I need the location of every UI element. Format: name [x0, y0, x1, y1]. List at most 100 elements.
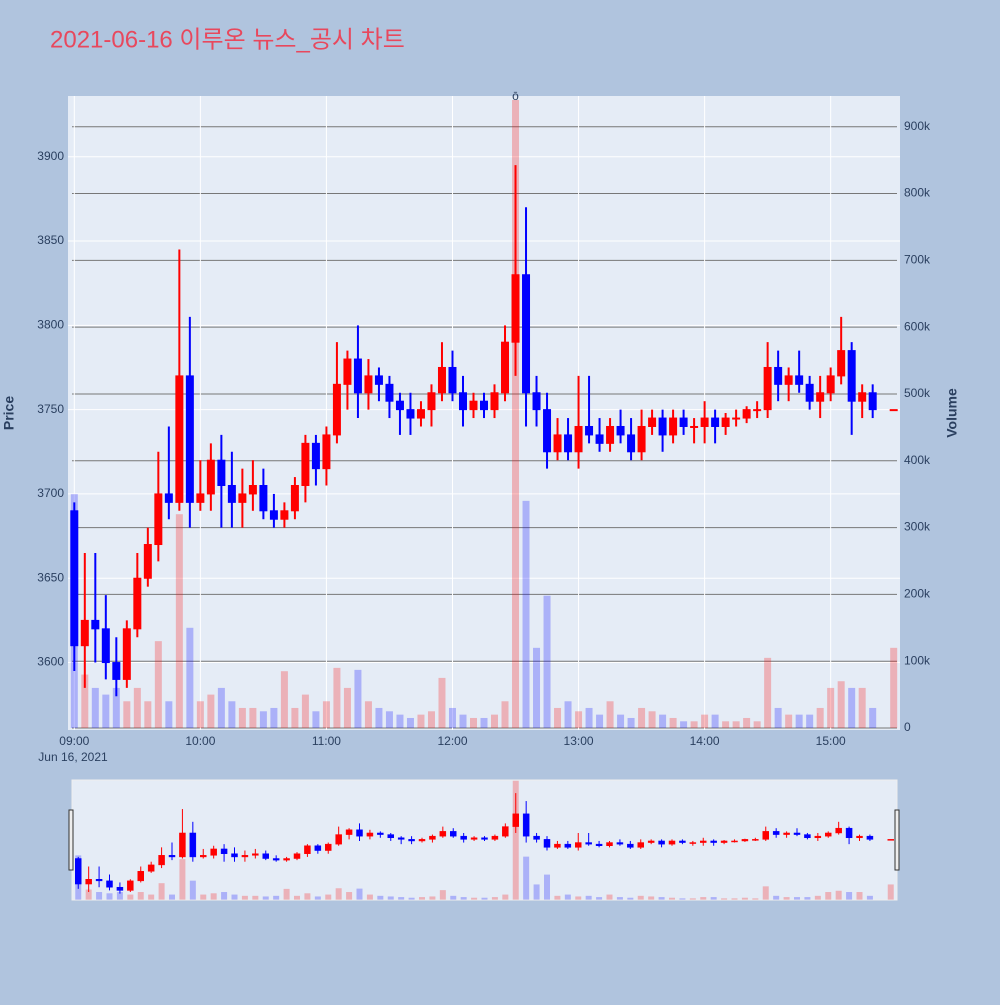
candle-body — [80, 619, 89, 647]
candle-body — [658, 840, 665, 845]
candle-body — [533, 835, 540, 840]
volume-bar — [210, 893, 217, 900]
volume-bar — [398, 897, 405, 900]
candle-body — [741, 839, 749, 842]
candle-body — [406, 409, 415, 419]
y2-tick-label: 500k — [904, 386, 931, 400]
y2-tick-label: 800k — [904, 186, 931, 200]
volume-bar — [856, 892, 863, 900]
candle-body — [311, 442, 320, 470]
volume-bar — [648, 711, 656, 728]
candle-body — [835, 827, 842, 834]
volume-bar — [314, 896, 321, 900]
candle-body — [858, 392, 867, 402]
y-tick-label: 3700 — [37, 486, 64, 500]
x-date-label: Jun 16, 2021 — [38, 750, 108, 764]
volume-bar — [762, 886, 769, 900]
candle-body — [816, 392, 825, 402]
volume-bar — [179, 859, 186, 900]
candle-body — [783, 832, 790, 835]
candle-body — [616, 842, 624, 845]
volume-bar — [543, 595, 551, 728]
candle-body — [585, 425, 594, 436]
candle-body — [137, 871, 144, 882]
candle-body — [512, 813, 519, 827]
candle-body — [805, 383, 814, 402]
candle-body — [272, 858, 280, 861]
volume-bar — [701, 714, 709, 728]
candle-body — [637, 842, 644, 848]
volume-bar — [217, 687, 225, 728]
candle-body — [606, 425, 615, 444]
volume-bar — [364, 701, 372, 728]
volume-bar — [438, 677, 446, 728]
volume-bar — [846, 892, 853, 900]
volume-bar — [533, 884, 540, 900]
volume-bar — [617, 714, 625, 728]
candle-body — [564, 843, 572, 848]
candle-body — [774, 366, 783, 385]
candle-body — [290, 485, 299, 512]
candle-body — [206, 459, 215, 495]
candle-body — [543, 409, 552, 453]
volume-bar — [502, 894, 509, 900]
slider-handle[interactable] — [894, 809, 900, 871]
volume-bar — [827, 687, 835, 728]
candle-body — [210, 848, 217, 856]
y-tick-label: 3750 — [37, 402, 64, 416]
y-tick-label: 3850 — [37, 233, 64, 247]
volume-bar — [238, 707, 246, 728]
volume-bar — [366, 894, 373, 900]
candle-body — [217, 459, 226, 487]
volume-bar — [837, 681, 845, 728]
candle-body — [429, 835, 436, 840]
volume-bar — [680, 721, 688, 728]
volume-bar — [596, 897, 603, 900]
volume-bar — [96, 892, 103, 900]
volume-bar — [814, 895, 821, 900]
candle-body — [502, 826, 509, 837]
volume-bar — [890, 647, 898, 728]
candle-body — [343, 358, 352, 385]
candle-body — [241, 855, 249, 858]
volume-bar — [133, 687, 141, 728]
candle-body — [314, 845, 322, 851]
candle-body — [164, 493, 173, 503]
volume-bar — [669, 897, 675, 900]
volume-bar — [783, 897, 790, 900]
candle-body — [732, 417, 741, 420]
volume-bar — [585, 707, 593, 728]
candle-body — [490, 392, 499, 411]
volume-bar — [148, 894, 155, 900]
volume-bar — [564, 894, 571, 900]
volume-bar — [638, 707, 646, 728]
volume-bar — [721, 898, 728, 900]
candle-body — [742, 409, 751, 419]
candle-body — [448, 366, 457, 394]
candle-body — [427, 392, 436, 411]
volume-bar — [575, 896, 582, 900]
candle-body — [147, 864, 155, 872]
volume-bar — [689, 898, 696, 900]
candle-body — [418, 839, 426, 842]
volume-bar — [252, 895, 259, 900]
candle-body — [437, 366, 446, 394]
candle-body — [689, 842, 697, 844]
candle-body — [554, 843, 561, 848]
candle-body — [377, 832, 384, 835]
y-tick-label: 3800 — [37, 317, 64, 331]
candle-body — [101, 628, 110, 664]
volume-bar — [102, 694, 110, 728]
volume-bar — [81, 674, 89, 728]
y2-axis-label: Volume — [944, 388, 960, 438]
x-tick-label: 10:00 — [185, 734, 215, 748]
candle-body — [721, 417, 730, 427]
candle-body — [866, 835, 874, 840]
volume-bar — [554, 895, 561, 900]
volume-bar — [554, 707, 562, 728]
candle-body — [248, 485, 257, 495]
volume-bar — [186, 627, 194, 728]
volume-bar — [346, 892, 353, 900]
slider-handle[interactable] — [68, 809, 74, 871]
volume-bar — [637, 895, 644, 900]
